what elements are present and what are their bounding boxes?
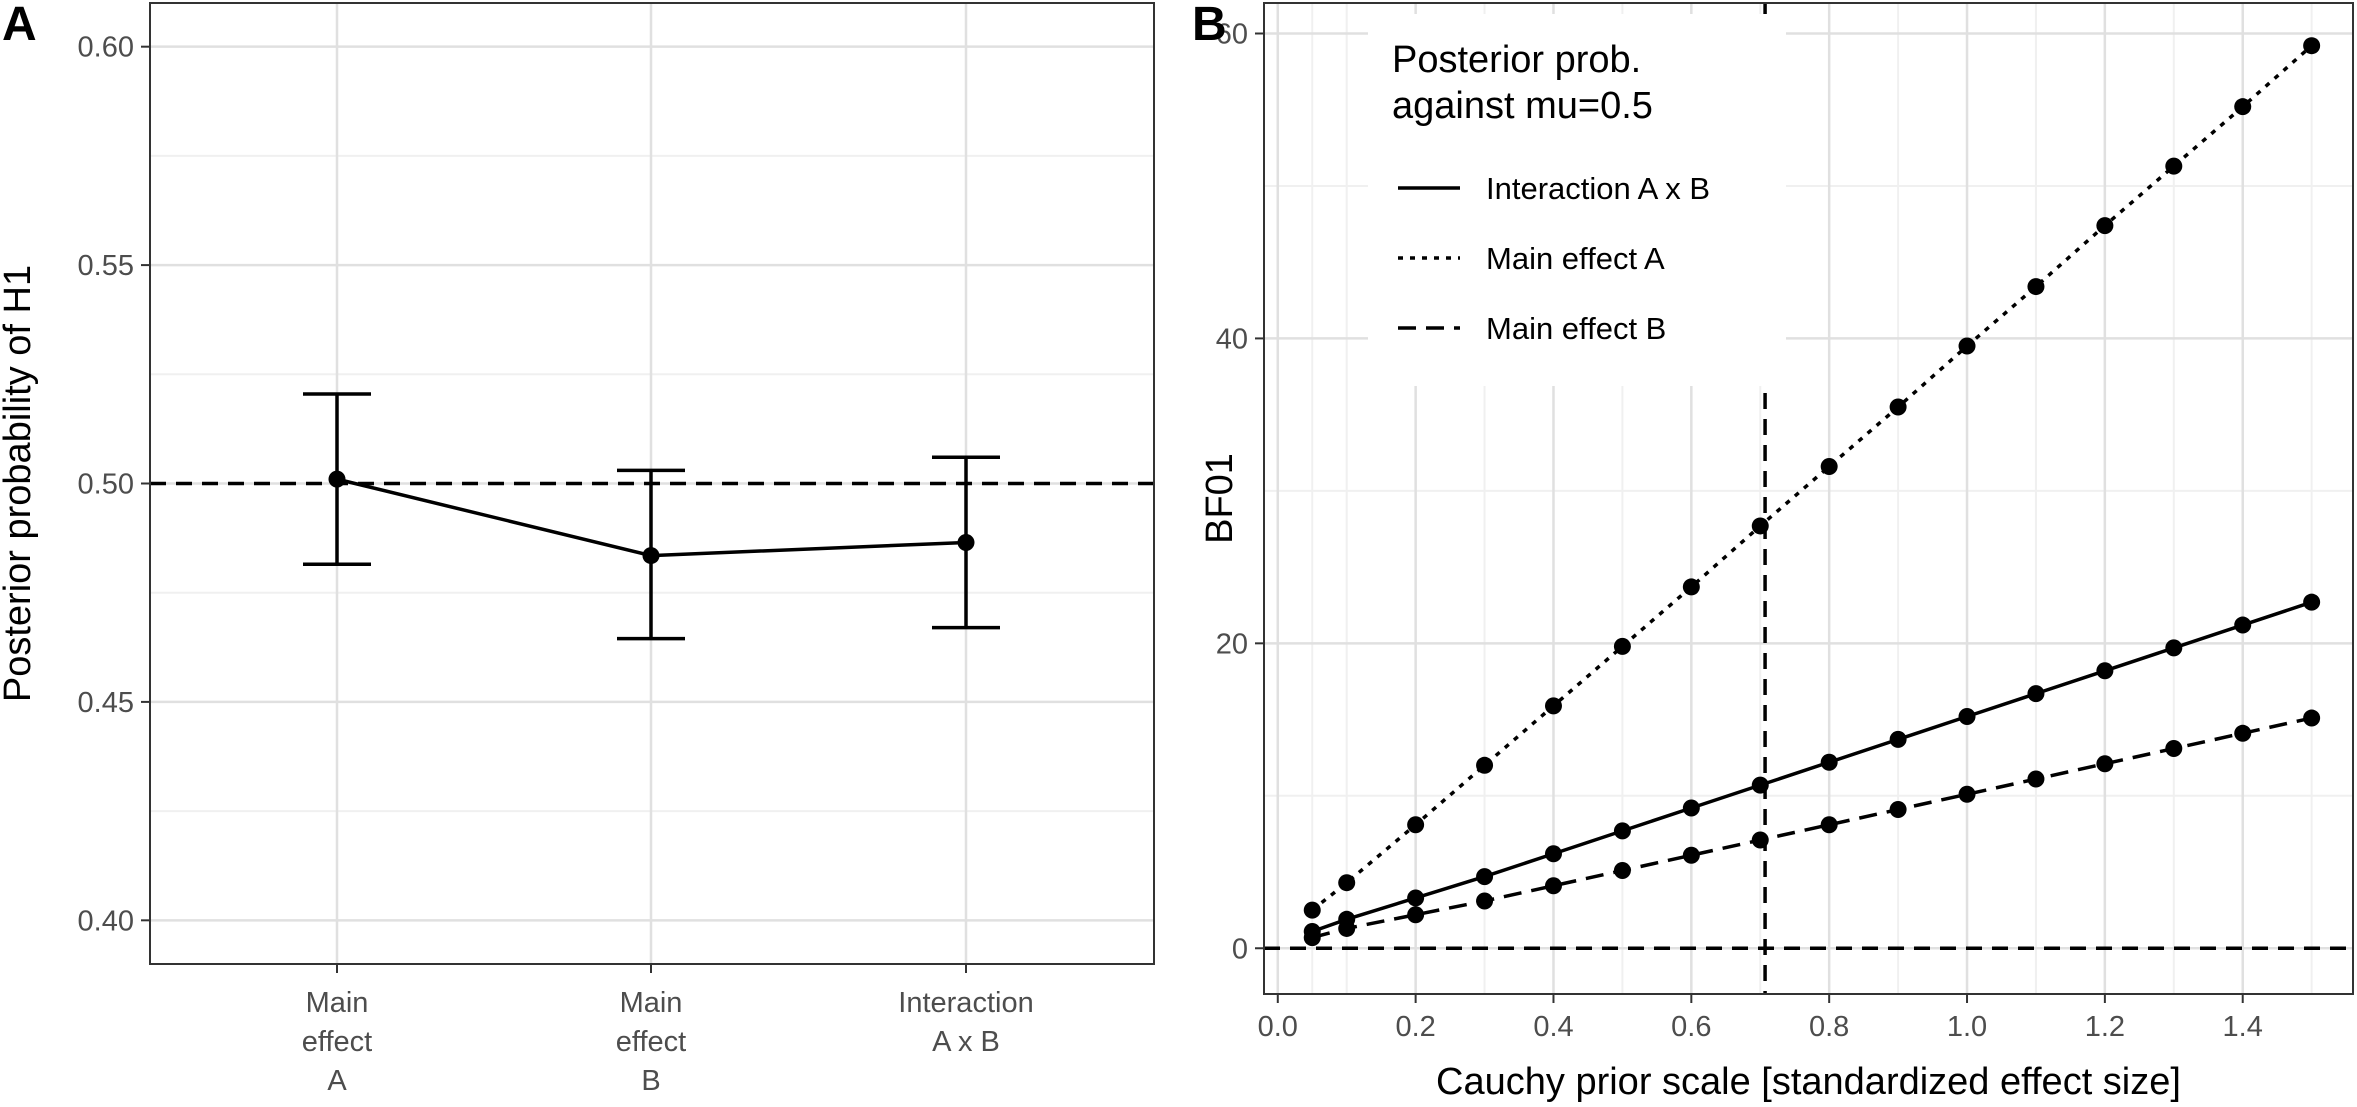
data-point	[1544, 697, 1562, 715]
data-point	[1407, 889, 1425, 907]
data-point	[1889, 801, 1907, 819]
x-tick-label: 1.4	[2223, 1011, 2263, 1043]
x-tick-label: Interaction A x B	[898, 987, 1033, 1058]
data-point	[1544, 845, 1562, 863]
data-point	[2165, 157, 2183, 175]
y-axis-title: Posterior probability of H1	[0, 265, 39, 702]
data-point	[1751, 831, 1769, 849]
series-dashed	[1303, 709, 2321, 947]
data-point	[1407, 816, 1425, 834]
y-tick-label: 0.55	[78, 250, 134, 282]
x-tick-label: 1.0	[1947, 1011, 1987, 1043]
x-tick-label: Main effect B	[616, 987, 686, 1097]
panel-a: 0.40 0.45 0.50 0.55 0.60 Main effect A Main effec…	[0, 0, 1155, 1097]
data-point	[1303, 901, 1321, 919]
x-tick-label-line: B	[641, 1065, 660, 1097]
x-tick-label-line: A	[327, 1065, 347, 1097]
data-point	[1613, 637, 1631, 655]
data-point	[328, 470, 346, 488]
data-point	[1476, 756, 1494, 774]
data-point	[1820, 457, 1838, 475]
x-tick-label: 0.6	[1671, 1011, 1711, 1043]
data-point	[1751, 517, 1769, 535]
x-tick-label: 0.0	[1258, 1011, 1298, 1043]
legend-title-line: Posterior prob.	[1392, 39, 1641, 81]
data-point	[1544, 877, 1562, 895]
data-point	[1682, 846, 1700, 864]
y-tick-label: 20	[1216, 628, 1248, 660]
panel-border-b	[1263, 2, 2354, 995]
data-point	[2096, 662, 2114, 680]
data-point	[1303, 929, 1321, 947]
data-point	[2096, 217, 2114, 235]
data-point	[1682, 578, 1700, 596]
data-point	[1613, 862, 1631, 880]
data-point	[2303, 37, 2321, 55]
series-line	[1311, 716, 2313, 940]
x-tick-label: 0.2	[1395, 1011, 1435, 1043]
y-tick-label: 0.40	[78, 905, 134, 937]
series-dotted	[1303, 37, 2321, 919]
data-point	[1338, 874, 1356, 892]
data-point	[2027, 685, 2045, 703]
y-tick-label: 40	[1216, 323, 1248, 355]
x-tick-label: 0.8	[1809, 1011, 1849, 1043]
legend-label: Main effect B	[1486, 311, 1666, 346]
legend-label: Interaction A x B	[1486, 171, 1710, 206]
series-line	[1311, 600, 2313, 934]
panel-b: Posterior prob.against mu=0.5 Interaction…	[1192, 0, 2354, 1103]
data-point	[1958, 337, 1976, 355]
data-point	[642, 547, 660, 565]
legend-background	[1368, 14, 1786, 386]
data-point	[2096, 755, 2114, 773]
x-tick-label-line: Interaction	[898, 987, 1033, 1019]
data-point	[1889, 730, 1907, 748]
y-tick-label: 0	[1232, 933, 1248, 965]
panel-label-a: A	[2, 0, 37, 51]
panel-label-b: B	[1192, 0, 1227, 51]
data-point	[1958, 708, 1976, 726]
y-tick-label: 0.60	[78, 32, 134, 64]
legend-label: Main effect A	[1486, 241, 1665, 276]
x-tick-label-line: effect	[616, 1026, 686, 1058]
data-point	[2234, 98, 2252, 116]
data-point	[2027, 770, 2045, 788]
x-axis-title: Cauchy prior scale [standardized effect …	[1436, 1061, 2181, 1103]
data-point	[1820, 816, 1838, 834]
data-point	[957, 533, 975, 551]
data-point	[1476, 868, 1494, 886]
data-point	[1820, 753, 1838, 771]
data-point	[1613, 822, 1631, 840]
data-point	[1889, 398, 1907, 416]
data-point	[2303, 593, 2321, 611]
data-point	[1338, 919, 1356, 937]
legend-title-line: against mu=0.5	[1392, 85, 1653, 127]
x-tick-label: 0.4	[1533, 1011, 1573, 1043]
data-point	[1476, 892, 1494, 910]
series-solid	[1303, 593, 2321, 940]
data-point	[1751, 776, 1769, 794]
x-tick-label-line: Main	[620, 987, 683, 1019]
data-point	[2165, 740, 2183, 758]
data-point	[2165, 639, 2183, 657]
data-point	[1958, 785, 1976, 803]
y-tick-label: 60	[1216, 18, 1248, 50]
x-tick-label-line: effect	[302, 1026, 372, 1058]
data-point	[1682, 799, 1700, 817]
x-tick-label-line: Main	[306, 987, 369, 1019]
series-line	[1311, 44, 2313, 912]
y-tick-label: 0.50	[78, 469, 134, 501]
legend: Posterior prob.against mu=0.5 Interaction…	[1368, 14, 1786, 386]
x-tick-label: 1.2	[2085, 1011, 2125, 1043]
data-point	[2303, 709, 2321, 727]
y-tick-label: 0.45	[78, 687, 134, 719]
data-point	[2234, 724, 2252, 742]
x-tick-label: Main effect A	[302, 987, 372, 1097]
x-tick-label-line: A x B	[932, 1026, 1000, 1058]
y-axis-title: BF01	[1199, 453, 1241, 544]
data-point	[2234, 616, 2252, 634]
data-point	[1407, 906, 1425, 924]
data-point	[2027, 278, 2045, 296]
